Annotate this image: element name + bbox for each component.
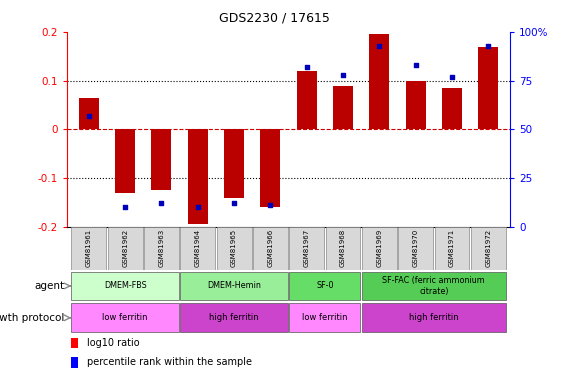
- Text: low ferritin: low ferritin: [103, 314, 148, 322]
- Text: GSM81968: GSM81968: [340, 228, 346, 267]
- Bar: [188, 129, 208, 224]
- Text: GSM81971: GSM81971: [449, 228, 455, 267]
- Bar: [471, 227, 506, 270]
- Bar: [362, 272, 506, 300]
- Text: GSM81967: GSM81967: [304, 228, 310, 267]
- Bar: [180, 272, 288, 300]
- Text: GSM81961: GSM81961: [86, 228, 92, 267]
- Text: agent: agent: [34, 281, 64, 291]
- Bar: [333, 86, 353, 129]
- Point: [338, 72, 347, 78]
- Point: [121, 204, 130, 210]
- Text: percentile rank within the sample: percentile rank within the sample: [87, 357, 252, 367]
- Text: DMEM-FBS: DMEM-FBS: [104, 281, 146, 290]
- Point: [230, 201, 239, 207]
- Bar: [289, 272, 360, 300]
- Text: GSM81964: GSM81964: [195, 228, 201, 267]
- Text: high ferritin: high ferritin: [409, 314, 459, 322]
- Bar: [253, 227, 288, 270]
- Bar: [289, 303, 360, 332]
- Bar: [180, 303, 288, 332]
- Text: GSM81965: GSM81965: [231, 228, 237, 267]
- Text: growth protocol: growth protocol: [0, 313, 64, 323]
- Bar: [71, 303, 179, 332]
- Bar: [478, 46, 498, 129]
- Bar: [289, 227, 324, 270]
- Text: log10 ratio: log10 ratio: [87, 338, 139, 348]
- Bar: [71, 227, 106, 270]
- Text: GSM81972: GSM81972: [485, 228, 491, 267]
- Text: GDS2230 / 17615: GDS2230 / 17615: [219, 11, 329, 24]
- Bar: [79, 98, 99, 129]
- Point: [266, 202, 275, 208]
- Text: DMEM-Hemin: DMEM-Hemin: [207, 281, 261, 290]
- Text: SF-FAC (ferric ammonium
citrate): SF-FAC (ferric ammonium citrate): [382, 276, 485, 296]
- Text: GSM81963: GSM81963: [159, 228, 164, 267]
- Text: GSM81966: GSM81966: [268, 228, 273, 267]
- Bar: [398, 227, 433, 270]
- Bar: [261, 129, 280, 207]
- Bar: [72, 338, 78, 348]
- Bar: [180, 227, 215, 270]
- Bar: [406, 81, 426, 129]
- Bar: [434, 227, 469, 270]
- Point: [157, 201, 166, 207]
- Point: [411, 62, 420, 68]
- Bar: [362, 303, 506, 332]
- Text: GSM81970: GSM81970: [413, 228, 419, 267]
- Point: [447, 74, 456, 80]
- Text: high ferritin: high ferritin: [209, 314, 259, 322]
- Bar: [224, 129, 244, 198]
- Point: [375, 42, 384, 48]
- Bar: [297, 71, 317, 129]
- Bar: [144, 227, 179, 270]
- Bar: [71, 272, 179, 300]
- Text: low ferritin: low ferritin: [302, 314, 347, 322]
- Text: GSM81969: GSM81969: [377, 228, 382, 267]
- Bar: [362, 227, 397, 270]
- Text: GSM81962: GSM81962: [122, 228, 128, 267]
- Bar: [115, 129, 135, 193]
- Point: [484, 42, 493, 48]
- Bar: [442, 88, 462, 129]
- Point: [302, 64, 311, 70]
- Bar: [72, 357, 78, 368]
- Bar: [326, 227, 360, 270]
- Text: SF-0: SF-0: [316, 281, 333, 290]
- Bar: [108, 227, 143, 270]
- Bar: [152, 129, 171, 190]
- Point: [84, 113, 93, 119]
- Bar: [370, 34, 389, 129]
- Point: [193, 204, 202, 210]
- Bar: [217, 227, 251, 270]
